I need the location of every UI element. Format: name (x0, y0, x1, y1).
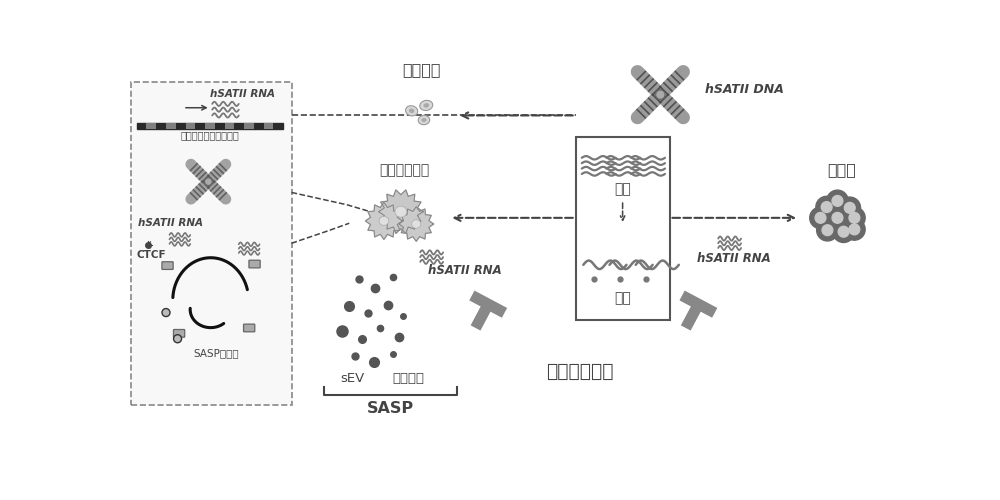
Ellipse shape (395, 206, 407, 217)
FancyBboxPatch shape (162, 262, 173, 270)
FancyBboxPatch shape (131, 82, 292, 405)
Text: hSATII RNA: hSATII RNA (428, 264, 502, 277)
Circle shape (844, 218, 865, 240)
FancyBboxPatch shape (137, 123, 283, 130)
Circle shape (838, 226, 849, 237)
Text: sEV: sEV (340, 372, 364, 385)
Ellipse shape (420, 100, 433, 110)
Polygon shape (399, 206, 434, 242)
Text: 开放: 开放 (614, 292, 631, 306)
Circle shape (844, 202, 855, 213)
Ellipse shape (412, 220, 421, 228)
FancyBboxPatch shape (166, 124, 176, 129)
Polygon shape (365, 202, 402, 239)
FancyBboxPatch shape (244, 124, 254, 129)
Text: 炎性蛋白: 炎性蛋白 (393, 372, 425, 385)
Text: hSATII RNA: hSATII RNA (697, 252, 771, 264)
Circle shape (174, 334, 182, 342)
Circle shape (817, 220, 838, 241)
Text: 衰老癌症疗法: 衰老癌症疗法 (547, 362, 614, 381)
Circle shape (822, 225, 833, 235)
FancyBboxPatch shape (146, 124, 156, 129)
Circle shape (844, 207, 865, 229)
Text: hSATII DNA: hSATII DNA (705, 83, 784, 96)
Ellipse shape (418, 116, 430, 124)
Ellipse shape (409, 108, 414, 113)
Circle shape (832, 196, 843, 206)
Circle shape (162, 308, 170, 316)
Text: 旁着丝粒卫星重复序列: 旁着丝粒卫星重复序列 (181, 130, 239, 140)
Circle shape (163, 310, 169, 315)
FancyBboxPatch shape (249, 260, 260, 268)
Circle shape (827, 207, 848, 229)
FancyBboxPatch shape (264, 124, 273, 129)
Text: hSATII RNA: hSATII RNA (210, 89, 276, 99)
Circle shape (821, 202, 832, 212)
FancyBboxPatch shape (225, 124, 234, 129)
Circle shape (832, 212, 843, 223)
Text: CTCF: CTCF (137, 250, 166, 260)
FancyBboxPatch shape (205, 124, 215, 129)
Circle shape (839, 197, 861, 218)
Circle shape (816, 196, 837, 218)
Circle shape (833, 221, 854, 242)
Ellipse shape (205, 178, 212, 186)
Text: 正常细胞: 正常细胞 (402, 62, 441, 77)
FancyBboxPatch shape (186, 124, 195, 129)
Circle shape (849, 224, 860, 235)
Ellipse shape (379, 216, 389, 226)
Text: hSATII RNA: hSATII RNA (138, 218, 203, 228)
Text: 关闭: 关闭 (614, 182, 631, 196)
FancyBboxPatch shape (173, 330, 185, 337)
Polygon shape (379, 190, 423, 234)
Text: SASP: SASP (367, 400, 414, 415)
Ellipse shape (423, 103, 429, 108)
FancyBboxPatch shape (576, 137, 670, 320)
Ellipse shape (421, 118, 427, 122)
Text: 衰老间质细胞: 衰老间质细胞 (380, 163, 430, 177)
Circle shape (827, 190, 848, 212)
Circle shape (849, 212, 860, 223)
Text: 癌细胞: 癌细胞 (828, 162, 856, 177)
Circle shape (810, 207, 831, 229)
FancyBboxPatch shape (244, 324, 255, 332)
Text: SASP基因座: SASP基因座 (193, 348, 239, 358)
Circle shape (175, 336, 180, 342)
Ellipse shape (656, 90, 665, 100)
Circle shape (815, 212, 826, 223)
Ellipse shape (406, 106, 418, 116)
